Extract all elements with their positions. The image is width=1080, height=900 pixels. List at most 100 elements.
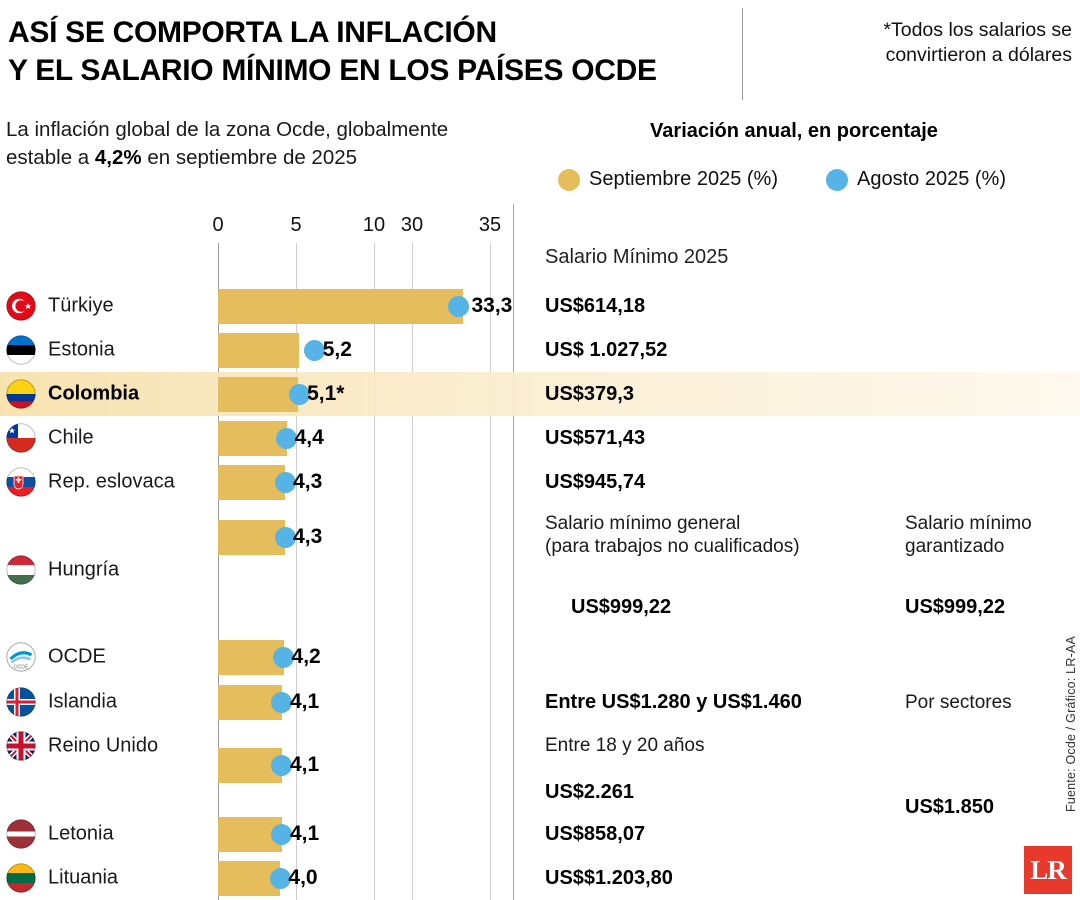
august-dot <box>304 339 326 361</box>
legend-label-septiembre: Septiembre 2025 (%) <box>589 168 778 190</box>
chart-plot: Türkiye 33,3 US$614,18 Estonia 5,2 US$ 1.027,… <box>0 262 1080 900</box>
value-label: 4,2 <box>291 645 321 668</box>
page-title: ASÍ SE COMPORTA LA INFLACIÓN Y EL SALARI… <box>8 14 657 90</box>
row-t-rkiye: Türkiye 33,3 US$614,18 <box>0 284 1080 328</box>
september-bar <box>218 747 282 783</box>
hungary-flag-icon <box>6 555 36 585</box>
row-ocde: OCDE OCDE 4,2 <box>0 634 1080 680</box>
row-rep-eslovaca: Rep. eslovaca 4,3 US$945,74 <box>0 460 1080 504</box>
subtitle: La inflación global de la zona Ocde, glo… <box>6 118 449 169</box>
country-label: Lituania <box>48 866 119 889</box>
country-label: Rep. eslovaca <box>48 470 175 493</box>
ocde-flag-icon: OCDE <box>6 642 36 672</box>
x-tick-35: 35 <box>478 214 502 236</box>
september-bar <box>218 816 282 852</box>
august-dot <box>288 383 310 405</box>
legend-title: Variación anual, en porcentaje <box>650 120 938 142</box>
salary-note: Salario mínimo general (para trabajos no … <box>545 512 895 558</box>
country-label: Chile <box>48 426 94 449</box>
title-line-1: ASÍ SE COMPORTA LA INFLACIÓN <box>8 16 497 49</box>
august-swatch-icon <box>826 168 848 191</box>
row-chile: Chile 4,4 US$571,43 <box>0 416 1080 460</box>
country-label: Islandia <box>48 690 117 713</box>
salary-amount: US$858,07 <box>545 822 646 845</box>
salary-note-line: garantizado <box>905 536 1005 557</box>
september-bar <box>218 288 464 324</box>
salary-note-line: (para trabajos no cualificados) <box>545 536 800 557</box>
september-bar <box>218 376 298 412</box>
row-colombia: Colombia 5,1* US$379,3 <box>0 372 1080 416</box>
slovakia-flag-icon <box>6 467 36 497</box>
august-dot <box>271 754 293 776</box>
salary-cell: US$858,07 <box>545 812 895 856</box>
value-label: 4,4 <box>294 426 324 449</box>
salary-amount: US$2.261 <box>545 781 634 803</box>
conversion-note: *Todos los salarios se convirtieron a dó… <box>883 19 1072 67</box>
salary-note: Entre 18 y 20 años <box>545 734 895 757</box>
legend-label-agosto: Agosto 2025 (%) <box>857 168 1006 190</box>
salary-cell: Salario mínimo general (para trabajos no … <box>545 504 895 634</box>
salary-cell: US$614,18 <box>545 284 895 328</box>
country-label: Reino Unido <box>48 734 159 757</box>
value-label: 4,1 <box>289 753 320 776</box>
salary-amount: US$999,22 <box>905 596 1006 618</box>
legend-item-septiembre: Septiembre 2025 (%) <box>558 168 778 191</box>
august-dot <box>448 295 470 317</box>
salary-amount: US$ 1.027,52 <box>545 338 668 361</box>
september-swatch-icon <box>558 168 580 191</box>
latvia-flag-icon <box>6 819 36 849</box>
salary-column-header: Salario Mínimo 2025 <box>545 246 729 268</box>
august-dot <box>274 471 296 493</box>
salary-note: Por sectores <box>905 691 1077 714</box>
country-label: OCDE <box>48 645 106 668</box>
salary-amount: Entre US$1.280 y US$1.460 <box>545 690 802 713</box>
row-reino-unido: Reino Unido 4,1 Entre 18 y 20 años US$2.261… <box>0 724 1080 818</box>
value-label: 4,1 <box>289 690 320 713</box>
value-label: 33,3 <box>471 294 513 317</box>
salary-amount: US$999,22 <box>571 596 672 618</box>
country-label: Estonia <box>48 338 115 361</box>
salary-amount: US$571,43 <box>545 426 646 449</box>
row-estonia: Estonia 5,2 US$ 1.027,52 <box>0 328 1080 372</box>
country-label: Letonia <box>48 822 114 845</box>
country-label: Hungría <box>48 558 120 581</box>
salary-amount: US$945,74 <box>545 470 646 493</box>
august-dot <box>276 427 298 449</box>
salary-cell: US$571,43 <box>545 416 895 460</box>
salary-cell: US$$1.203,80 <box>545 856 895 900</box>
salary-cell: Entre US$1.280 y US$1.460 <box>545 680 895 724</box>
salary-amount: US$614,18 <box>545 294 646 317</box>
uk-flag-icon <box>6 731 36 761</box>
value-label: 4,1 <box>289 822 320 845</box>
salary-secondary-cell: Salario mínimo garantizado US$999,22 <box>905 504 1077 634</box>
row-lituania: Lituania 4,0 US$$1.203,80 <box>0 856 1080 900</box>
salary-note-line: Salario mínimo general <box>545 513 741 534</box>
september-bar <box>218 684 282 720</box>
row-hungr-a: Hungría 4,3 Salario mínimo general (para tr… <box>0 504 1080 634</box>
salary-note-line: Salario mínimo <box>905 513 1032 534</box>
september-bar <box>218 464 286 500</box>
salary-secondary-cell: US$1.850 <box>905 724 1077 818</box>
salary-cell: US$945,74 <box>545 460 895 504</box>
value-label: 5,1* <box>307 382 345 405</box>
salary-cell: Entre 18 y 20 años US$2.261 <box>545 724 895 812</box>
lr-logo: LR <box>1024 846 1072 894</box>
estonia-flag-icon <box>6 335 36 365</box>
title-line-2: Y EL SALARIO MÍNIMO EN LOS PAÍSES OCDE <box>8 54 657 88</box>
iceland-flag-icon <box>6 687 36 717</box>
legend-item-agosto: Agosto 2025 (%) <box>826 168 1006 191</box>
lithuania-flag-icon <box>6 863 36 893</box>
salary-amount: US$$1.203,80 <box>545 866 673 889</box>
september-bar <box>218 332 300 368</box>
august-dot <box>273 646 295 668</box>
august-dot <box>271 691 293 713</box>
header-divider <box>742 8 743 100</box>
x-tick-10: 10 <box>362 214 386 236</box>
row-islandia: Islandia 4,1 Entre US$1.280 y US$1.460 Por … <box>0 680 1080 724</box>
value-label: 4,3 <box>293 525 323 548</box>
value-label: 4,3 <box>293 470 323 493</box>
salary-note: Salario mínimo garantizado <box>905 512 1077 558</box>
august-dot <box>274 526 296 548</box>
svg-text:OCDE: OCDE <box>14 665 29 671</box>
